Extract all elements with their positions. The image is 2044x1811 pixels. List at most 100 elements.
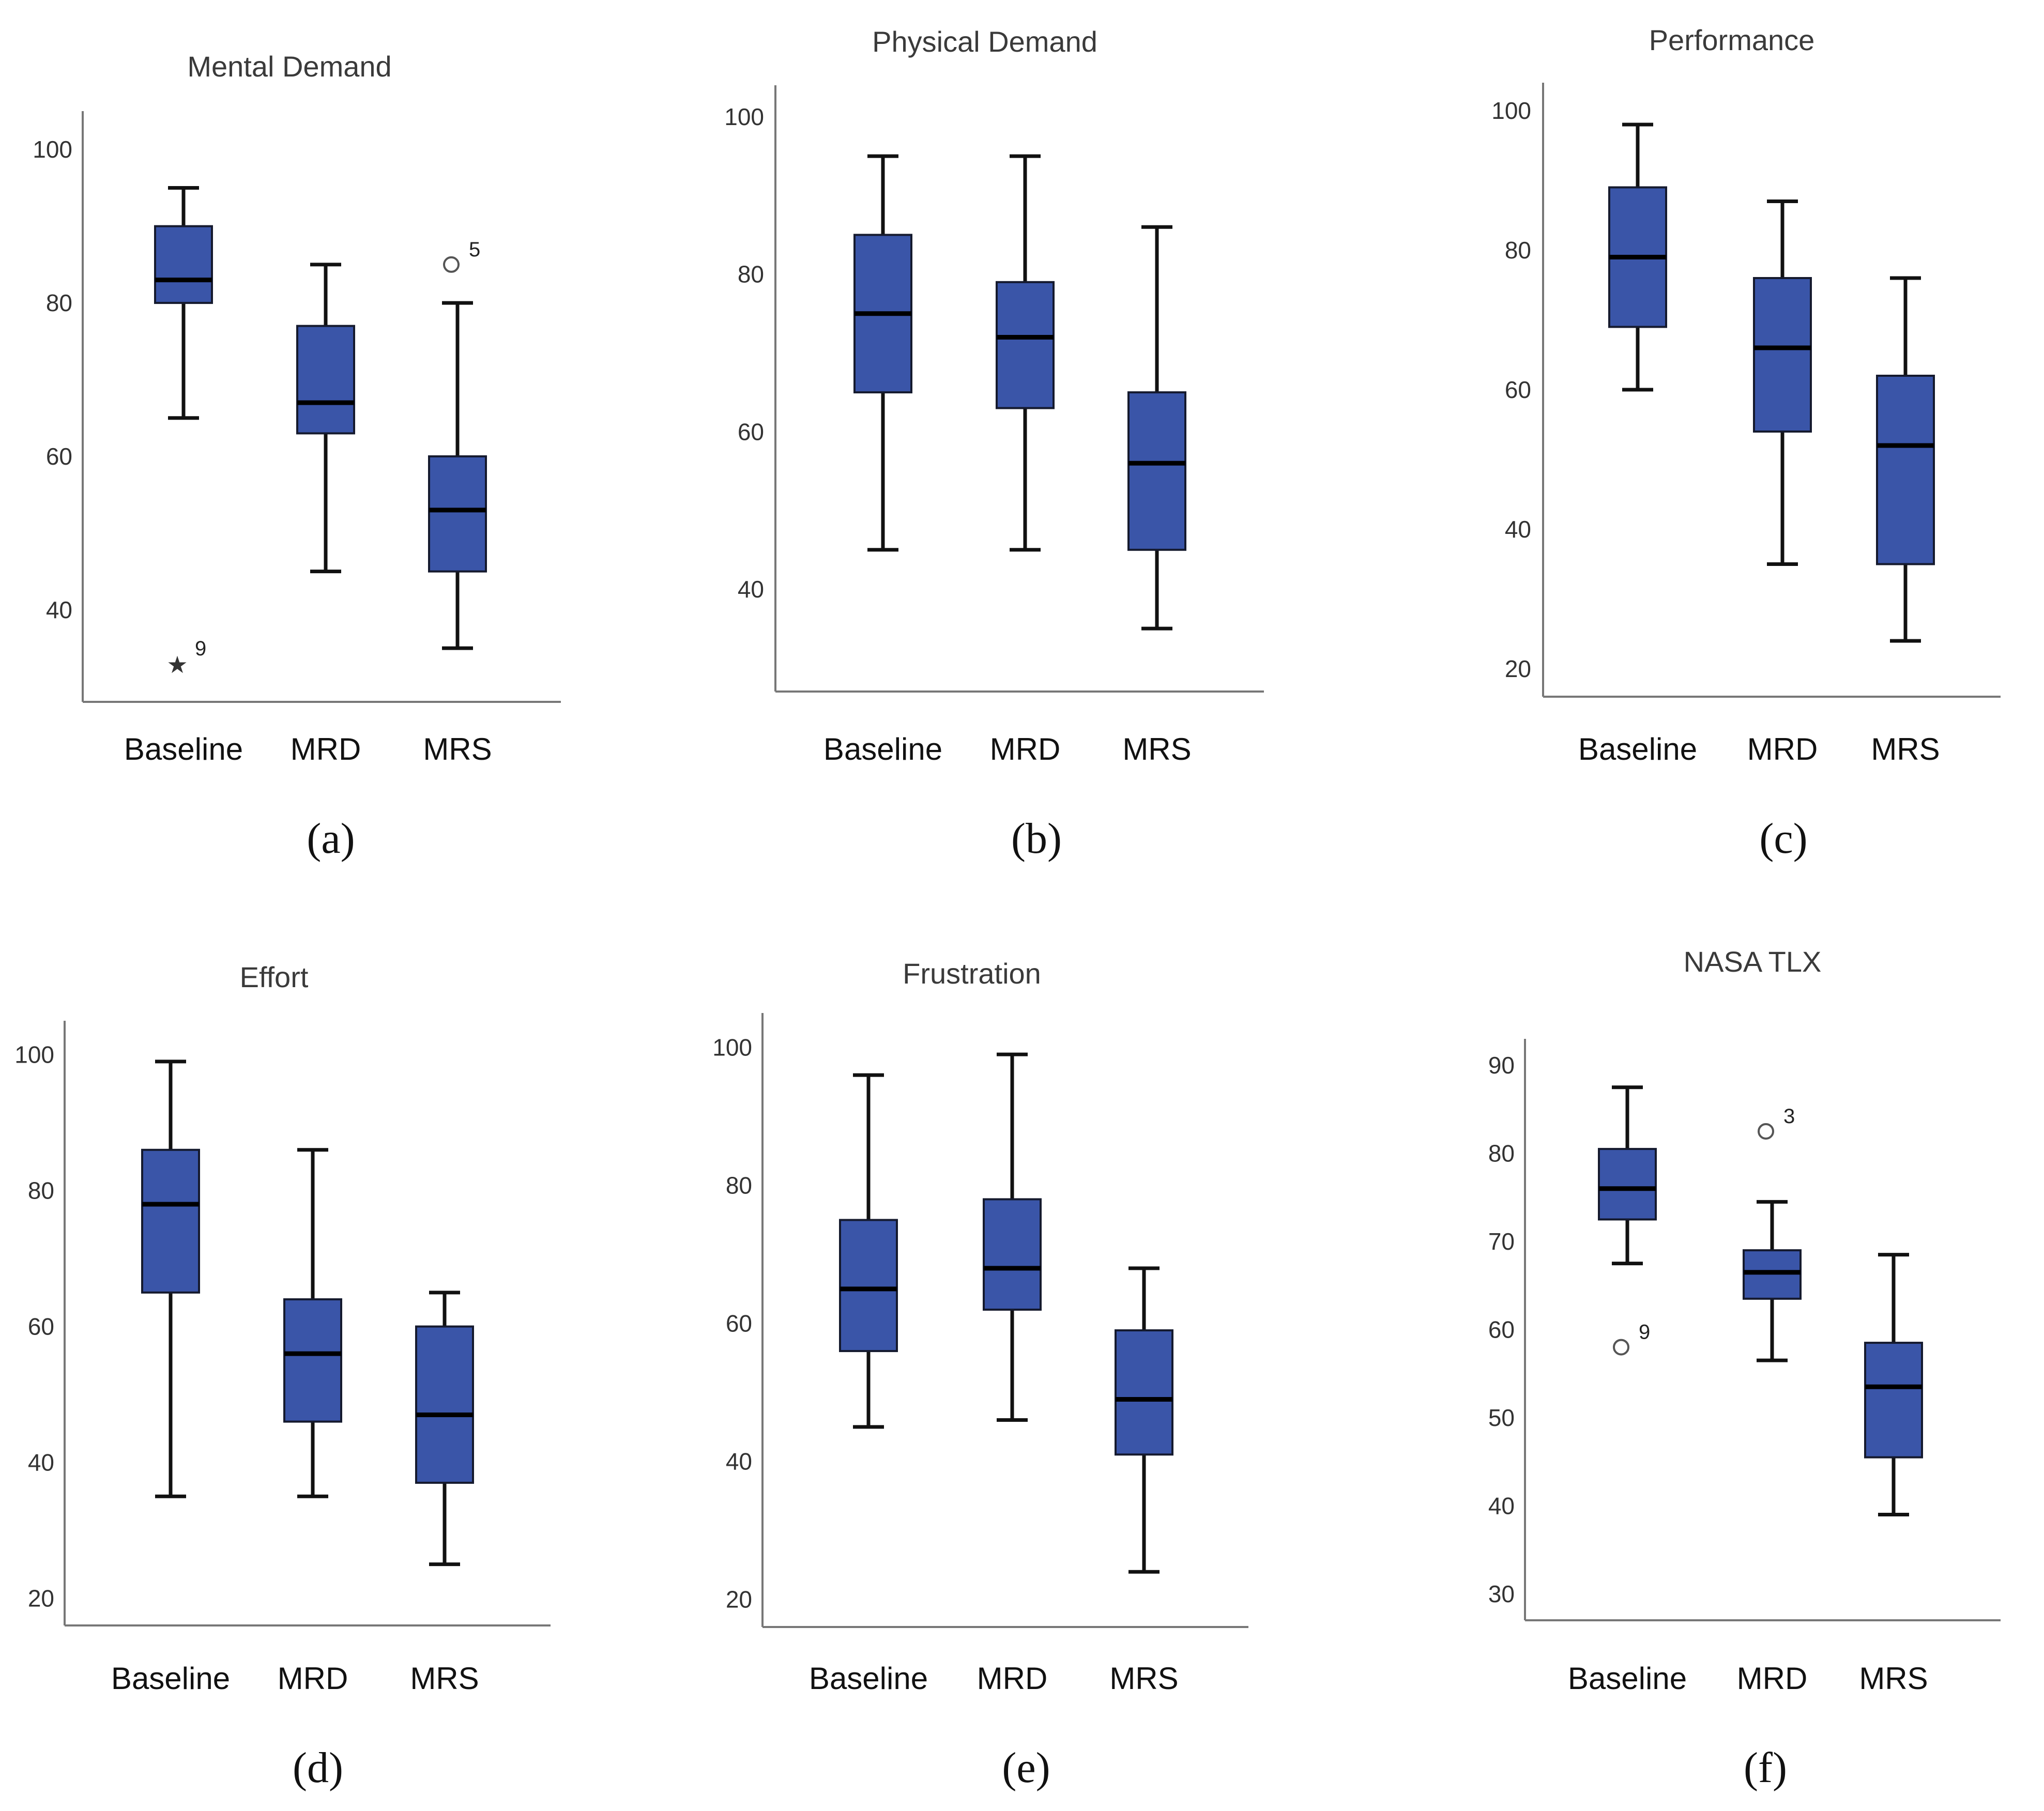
y-tick-label: 40 — [46, 596, 72, 623]
box-mrs — [1876, 276, 1935, 643]
iqr-box — [296, 325, 355, 435]
category-label: MRS — [1122, 732, 1191, 766]
box-baseline — [1598, 1085, 1657, 1266]
iqr-box — [983, 1198, 1042, 1311]
category-label: Baseline — [809, 1661, 928, 1696]
chart-panel-f: NASA TLX 30 40 50 60 70 80 90 Baseline MRD MRS 9 3 (f… — [1488, 945, 2001, 1792]
chart-title: Effort — [240, 961, 309, 993]
box-mrd — [283, 1148, 342, 1498]
outlier-label: 5 — [469, 238, 480, 261]
category-label: MRD — [1747, 732, 1818, 766]
y-tick-label: 40 — [1505, 516, 1531, 543]
box-baseline — [1608, 122, 1667, 392]
y-tick-label: 20 — [1505, 655, 1531, 682]
category-label: MRD — [291, 732, 361, 766]
y-tick-label: 40 — [726, 1448, 752, 1475]
y-tick-label: 40 — [28, 1449, 54, 1476]
outlier-label: 3 — [1783, 1105, 1795, 1128]
y-tick-label: 20 — [28, 1585, 54, 1612]
outlier-circle-marker — [1758, 1123, 1774, 1140]
panel-label: (e) — [1002, 1744, 1050, 1792]
y-tick-label: 100 — [724, 103, 764, 130]
iqr-box — [141, 1148, 200, 1294]
y-tick-label: 30 — [1488, 1580, 1515, 1607]
iqr-box — [1127, 391, 1186, 551]
y-tick-label: 100 — [712, 1034, 752, 1061]
box-mrs — [1115, 1266, 1173, 1574]
panel-label: (a) — [307, 815, 355, 863]
panel-label: (d) — [293, 1744, 343, 1792]
box-mrs — [1127, 225, 1186, 631]
y-tick-label: 100 — [1491, 97, 1531, 124]
y-tick-label: 20 — [726, 1586, 752, 1613]
y-tick-label: 40 — [1488, 1492, 1515, 1519]
category-label: MRS — [1109, 1661, 1178, 1696]
iqr-box — [1876, 375, 1935, 565]
chart-title: Physical Demand — [872, 25, 1097, 58]
y-tick-label: 60 — [1488, 1316, 1515, 1343]
box-mrd — [1753, 199, 1812, 566]
category-label: Baseline — [1568, 1661, 1687, 1696]
y-tick-label: 60 — [738, 418, 764, 445]
box-mrd — [296, 263, 355, 574]
iqr-box — [996, 281, 1055, 409]
box-baseline — [853, 154, 912, 552]
panel-label: (c) — [1759, 815, 1807, 863]
category-label: MRS — [1859, 1661, 1928, 1696]
y-tick-label: 60 — [46, 443, 72, 470]
chart-panel-e: Frustration 20 40 60 80 100 Baseline MRD MRS (e) — [712, 957, 1248, 1792]
y-tick-label: 40 — [738, 576, 764, 603]
y-tick-label: 60 — [1505, 376, 1531, 403]
category-label: Baseline — [1578, 732, 1697, 766]
chart-panel-b: Physical Demand 40 60 80 100 Baseline MRD MRS (b… — [724, 25, 1264, 863]
category-label: MRD — [1737, 1661, 1808, 1696]
panel-label: (b) — [1011, 815, 1062, 863]
panel-label: (f) — [1744, 1744, 1787, 1792]
iqr-box — [1598, 1148, 1657, 1221]
y-tick-label: 80 — [1505, 237, 1531, 264]
category-label: MRS — [410, 1661, 479, 1696]
box-mrs — [428, 301, 487, 650]
category-label: Baseline — [823, 732, 942, 766]
iqr-box — [283, 1298, 342, 1423]
box-baseline — [141, 1060, 200, 1498]
box-mrs — [1864, 1253, 1923, 1516]
box-mrd — [983, 1052, 1042, 1422]
box-baseline — [154, 186, 213, 420]
chart-title: Performance — [1649, 24, 1815, 56]
iqr-box — [154, 225, 213, 304]
box-mrs — [415, 1291, 474, 1567]
iqr-box — [1864, 1342, 1923, 1459]
y-tick-label: 90 — [1488, 1052, 1515, 1079]
outlier-label: 9 — [195, 637, 206, 660]
y-tick-label: 80 — [46, 289, 72, 316]
category-label: Baseline — [111, 1661, 230, 1696]
category-label: MRS — [423, 732, 492, 766]
chart-title: Frustration — [903, 957, 1041, 990]
box-mrd — [1743, 1200, 1802, 1362]
chart-title: Mental Demand — [187, 50, 391, 83]
y-tick-label: 70 — [1488, 1228, 1515, 1255]
iqr-box — [415, 1325, 474, 1484]
outlier-circle-marker — [1613, 1339, 1629, 1356]
chart-panel-a: Mental Demand 40 60 80 100 Baseline MRD MRS ★ 9 5 (… — [33, 50, 561, 863]
y-tick-label: 60 — [726, 1310, 752, 1337]
chart-panel-d: Effort 20 40 60 80 100 Baseline MRD MRS (d) — [14, 961, 551, 1792]
category-label: MRD — [977, 1661, 1048, 1696]
y-tick-label: 100 — [33, 136, 72, 163]
iqr-box — [1115, 1329, 1173, 1456]
iqr-box — [428, 455, 487, 573]
y-tick-label: 60 — [28, 1313, 54, 1340]
outlier-star-marker: ★ — [166, 651, 188, 678]
category-label: Baseline — [124, 732, 243, 766]
box-mrd — [996, 154, 1055, 552]
category-label: MRD — [278, 1661, 348, 1696]
category-label: MRD — [990, 732, 1061, 766]
iqr-box — [839, 1219, 898, 1353]
y-tick-label: 80 — [1488, 1140, 1515, 1167]
y-tick-label: 80 — [738, 261, 764, 288]
category-label: MRS — [1871, 732, 1940, 766]
y-tick-label: 50 — [1488, 1404, 1515, 1431]
y-tick-label: 100 — [14, 1041, 54, 1068]
